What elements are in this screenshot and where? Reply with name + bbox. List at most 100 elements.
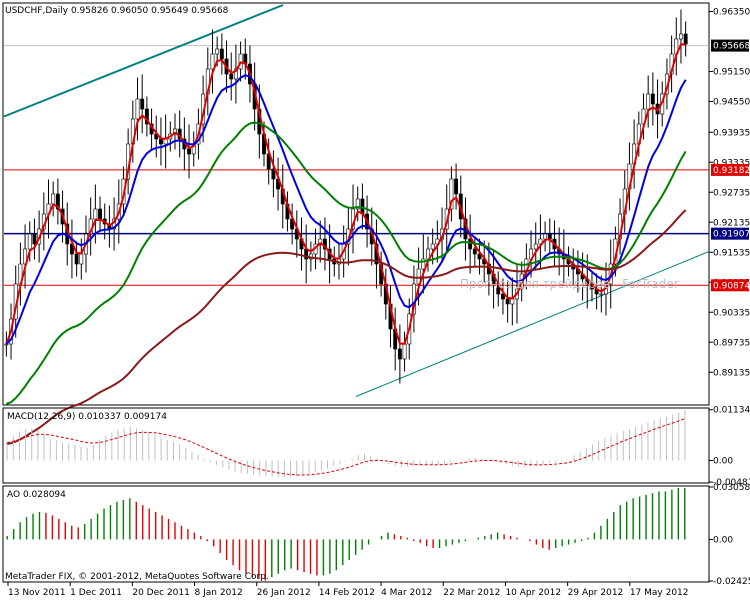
ao-panel-frame bbox=[2, 485, 710, 583]
candle-body bbox=[426, 248, 430, 260]
candle-body bbox=[543, 233, 548, 240]
candle-body bbox=[51, 193, 56, 205]
y-tick-label: 0.92735 bbox=[713, 188, 750, 198]
candle-body bbox=[510, 298, 515, 305]
x-axis: 13 Nov 2011 1 Dec 2011 20 Dec 2011 8 Jan 20… bbox=[7, 582, 689, 598]
y-tick-label: 0.92135 bbox=[713, 218, 750, 228]
candle-body bbox=[322, 238, 327, 250]
candle-body bbox=[454, 178, 459, 195]
moving-average-long bbox=[6, 209, 687, 445]
price-marker-box bbox=[711, 227, 749, 240]
candle-body bbox=[27, 233, 32, 250]
x-tick-label: 29 Apr 2012 bbox=[568, 588, 624, 598]
candle-body bbox=[32, 233, 37, 245]
candle-body bbox=[416, 268, 421, 285]
x-tick-label: 20 Dec 2011 bbox=[132, 588, 190, 598]
y-tick-label: 0.94550 bbox=[713, 98, 750, 108]
candle-body bbox=[430, 243, 435, 250]
candle-body bbox=[472, 248, 477, 255]
symbol-header: USDCHF,Daily 0.95826 0.96050 0.95649 0.9… bbox=[5, 6, 229, 16]
candle-body bbox=[173, 128, 177, 135]
candle-body bbox=[477, 253, 482, 260]
y-tick-label: 0.89135 bbox=[713, 368, 750, 378]
candle-body bbox=[79, 253, 84, 265]
y-tick-label: 0.91535 bbox=[713, 248, 750, 258]
candle-body bbox=[74, 253, 79, 265]
candle-body bbox=[599, 293, 604, 296]
candle-body bbox=[210, 53, 215, 70]
y-tick-label: -0.004814 bbox=[713, 478, 750, 488]
price-marker-box bbox=[711, 163, 749, 176]
candle-body bbox=[229, 73, 234, 80]
ao-title: AO 0.028094 bbox=[7, 490, 66, 500]
price-marker-label: 0.93182 bbox=[713, 166, 750, 176]
main-panel[interactable]: Прогноз для трейдеров - ForTrader USDCHF… bbox=[2, 2, 750, 445]
macd-panel-frame bbox=[2, 407, 710, 484]
price-marker-box bbox=[711, 39, 749, 52]
y-tick-label: 0.89735 bbox=[713, 338, 750, 348]
candle-body bbox=[93, 208, 98, 220]
main-panel-frame bbox=[2, 2, 710, 406]
price-marker-label: 0.91907 bbox=[713, 230, 750, 240]
price-marker-label: 0.95668 bbox=[713, 42, 750, 52]
x-tick-label: 14 Feb 2012 bbox=[319, 588, 375, 598]
candle-body bbox=[683, 33, 688, 45]
lower-trend-line[interactable] bbox=[355, 251, 710, 397]
ao-panel[interactable]: AO 0.028094 MetaTrader FIX, © 2001-2012,… bbox=[2, 483, 750, 587]
candle-body bbox=[55, 193, 60, 210]
candle-body bbox=[505, 298, 510, 305]
candle-body bbox=[402, 343, 407, 360]
y-tick-label: -0.02425 bbox=[713, 577, 750, 587]
y-tick-label: 0.030587 bbox=[713, 483, 750, 493]
moving-average-fast bbox=[5, 43, 686, 345]
macd-title: MACD(12,26,9) 0.010337 0.009174 bbox=[7, 412, 167, 422]
candle-body bbox=[219, 48, 224, 60]
candle-body bbox=[501, 293, 505, 300]
macd-signal-line bbox=[6, 418, 686, 476]
candle-body bbox=[397, 348, 402, 360]
upper-trend-line[interactable] bbox=[3, 4, 284, 118]
candle-body bbox=[135, 98, 140, 120]
candle-body bbox=[679, 33, 683, 40]
candle-body bbox=[547, 233, 552, 240]
candle-body bbox=[650, 93, 655, 105]
watermark-text: Прогноз для трейдеров - ForTrader bbox=[460, 277, 679, 291]
candle-body bbox=[187, 148, 191, 155]
moving-average-slow bbox=[5, 121, 687, 405]
x-tick-label: 4 Mar 2012 bbox=[381, 588, 432, 598]
price-marker-label: 0.90874 bbox=[713, 281, 750, 291]
candle-body bbox=[355, 198, 360, 210]
x-tick-label: 1 Dec 2011 bbox=[70, 588, 122, 598]
candle-body bbox=[144, 108, 149, 125]
y-tick-label: 0.93335 bbox=[713, 158, 750, 168]
candle-body bbox=[98, 208, 102, 220]
price-marker-box bbox=[711, 279, 749, 292]
x-tick-label: 17 May 2012 bbox=[630, 588, 689, 598]
y-tick-label: 0.011342 bbox=[713, 406, 750, 416]
macd-panel[interactable]: MACD(12,26,9) 0.010337 0.009174 0.011342… bbox=[2, 406, 750, 488]
candle-body bbox=[449, 178, 454, 210]
candle-body bbox=[271, 168, 276, 180]
y-tick-label: 0.96350 bbox=[713, 8, 750, 18]
copyright-text: MetaTrader FIX, © 2001-2012, MetaQuotes … bbox=[5, 572, 269, 582]
x-tick-label: 8 Jan 2012 bbox=[195, 588, 243, 598]
x-tick-label: 10 Apr 2012 bbox=[505, 588, 561, 598]
candle-body bbox=[159, 138, 163, 145]
y-tick-label: 0.00 bbox=[713, 457, 733, 467]
x-tick-label: 22 Mar 2012 bbox=[443, 588, 500, 598]
candle-body bbox=[468, 238, 473, 250]
y-tick-label: 0.93935 bbox=[713, 128, 750, 138]
x-tick-label: 26 Jan 2012 bbox=[257, 588, 311, 598]
candle-body bbox=[533, 243, 538, 250]
y-tick-label: 0.90335 bbox=[713, 308, 750, 318]
x-tick-label: 13 Nov 2011 bbox=[8, 588, 66, 598]
y-tick-label: 0.95150 bbox=[713, 68, 750, 78]
candle-body bbox=[140, 98, 145, 110]
candle-body bbox=[421, 258, 426, 270]
candle-body bbox=[163, 138, 168, 145]
y-tick-label: 0.00 bbox=[713, 535, 733, 545]
candle-body bbox=[646, 93, 651, 110]
candle-body bbox=[215, 48, 220, 55]
